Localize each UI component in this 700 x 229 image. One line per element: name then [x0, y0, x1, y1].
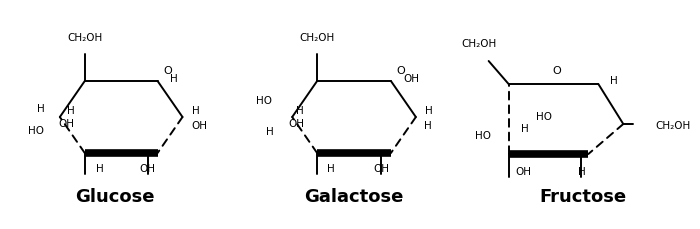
Text: H: H — [67, 106, 75, 116]
Text: OH: OH — [403, 74, 419, 84]
Text: CH₂OH: CH₂OH — [67, 33, 102, 43]
Text: HO: HO — [28, 126, 44, 136]
Text: H: H — [610, 76, 618, 86]
Text: Fructose: Fructose — [540, 188, 627, 206]
Text: H: H — [169, 74, 177, 84]
Text: O: O — [163, 66, 172, 76]
Text: H: H — [521, 124, 528, 134]
Text: HO: HO — [256, 96, 272, 106]
Text: OH: OH — [288, 119, 304, 129]
Text: H: H — [425, 106, 433, 116]
Text: OH: OH — [59, 119, 75, 129]
Text: CH₂OH: CH₂OH — [461, 39, 496, 49]
Text: Galactose: Galactose — [304, 188, 404, 206]
Text: OH: OH — [373, 164, 389, 174]
Text: OH: OH — [516, 167, 531, 177]
Text: HO: HO — [536, 112, 552, 122]
Text: H: H — [424, 121, 432, 131]
Text: H: H — [327, 164, 335, 174]
Text: OH: OH — [139, 164, 155, 174]
Text: OH: OH — [192, 121, 207, 131]
Text: O: O — [552, 66, 561, 76]
Text: H: H — [96, 164, 104, 174]
Text: CH₂OH: CH₂OH — [300, 33, 335, 43]
Text: O: O — [396, 66, 405, 76]
Text: CH₂OH: CH₂OH — [655, 121, 690, 131]
Text: H: H — [267, 127, 274, 137]
Text: H: H — [296, 106, 304, 116]
Text: H: H — [37, 104, 45, 114]
Text: H: H — [578, 167, 585, 177]
Text: HO: HO — [475, 131, 491, 141]
Text: H: H — [193, 106, 200, 116]
Text: Glucose: Glucose — [75, 188, 155, 206]
